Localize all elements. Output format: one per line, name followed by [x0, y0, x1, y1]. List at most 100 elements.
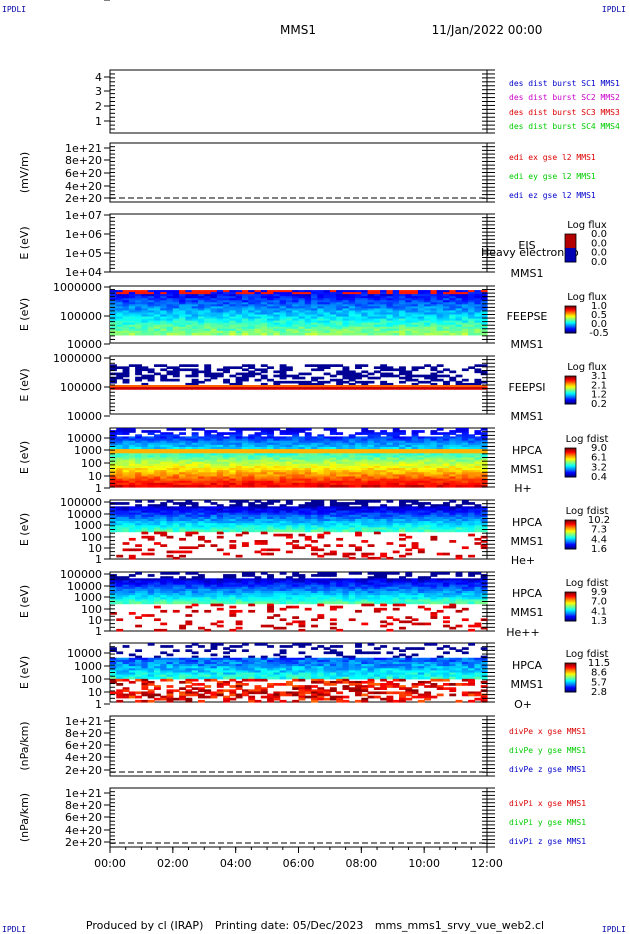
spectrogram-cell [342, 504, 350, 507]
spectrogram-cell [399, 525, 406, 528]
spectrogram-cell [204, 476, 212, 480]
spectrogram-cell [235, 482, 243, 486]
spectrogram-cell [443, 474, 450, 478]
spectrogram-cell [160, 316, 168, 320]
spectrogram-cell [373, 442, 381, 446]
spectrogram-cell [399, 468, 406, 471]
spectrogram-cell [336, 302, 344, 305]
spectrogram-cell [160, 438, 168, 442]
panel-label: MMS1 [511, 410, 544, 423]
spectrogram-cell [153, 385, 161, 388]
spectrogram-cell [292, 478, 300, 482]
spectrogram-cell [399, 292, 406, 295]
spectrogram-cell [424, 521, 432, 524]
spectrogram-cell [373, 376, 381, 380]
spectrogram-cell [336, 468, 344, 471]
spectrogram-cell [436, 304, 444, 307]
spectrogram-cell [191, 428, 199, 431]
spectrogram-cell [179, 525, 186, 528]
spectrogram-cell [147, 504, 155, 507]
colorbar-segment [565, 395, 576, 398]
spectrogram-cell [461, 332, 469, 336]
spectrogram-cell [342, 438, 350, 442]
spectrogram-cell [147, 537, 155, 541]
spectrogram-cell [185, 364, 193, 367]
spectrogram-cell [122, 368, 130, 372]
spectrogram-cell [392, 312, 400, 316]
spectrogram-cell [323, 324, 331, 328]
spectrogram-cell [279, 533, 287, 537]
spectrogram-cell [361, 432, 369, 435]
spectrogram-cell [204, 470, 212, 473]
spectrogram-cell [311, 474, 318, 478]
spectrogram-cell [248, 312, 256, 316]
spectrogram-cell [361, 364, 369, 367]
spectrogram-cell [417, 461, 425, 465]
spectrogram-cell [267, 330, 274, 334]
spectrogram-cell [122, 586, 130, 590]
spectrogram-cell [172, 296, 180, 299]
spectrogram-cell [210, 444, 218, 448]
spectrogram-cell [153, 446, 161, 450]
spectrogram-cell [361, 312, 369, 316]
spectrogram-cell [116, 461, 124, 465]
spectrogram-cell [141, 506, 149, 510]
spectrogram-cell [223, 461, 230, 465]
spectrogram-cell [153, 302, 161, 305]
spectrogram-cell [166, 535, 174, 539]
spectrogram-cell [235, 322, 243, 326]
spectrogram-cell [329, 470, 337, 473]
spectrogram-cell [380, 453, 388, 456]
spectrogram-cell [443, 504, 450, 507]
spectrogram-cell [461, 512, 469, 516]
spectrogram-cell [166, 597, 174, 600]
spectrogram-cell [380, 552, 388, 556]
spectrogram-cell [191, 374, 199, 378]
spectrogram-cell [417, 518, 425, 522]
spectrogram-cell [273, 449, 281, 452]
spectrogram-cell [329, 478, 337, 482]
spectrogram-cell [197, 535, 205, 539]
spectrogram-cell [279, 370, 287, 374]
spectrogram-cell [304, 480, 312, 484]
spectrogram-cell [355, 472, 362, 475]
spectrogram-cell [480, 527, 488, 531]
spectrogram-cell [185, 470, 193, 473]
spectrogram-cell [468, 468, 476, 471]
spectrogram-cell [285, 506, 293, 510]
spectrogram-cell [160, 434, 168, 438]
spectrogram-cell [185, 442, 193, 446]
spectrogram-cell [367, 318, 375, 322]
spectrogram-cell [254, 510, 262, 514]
spectrogram-cell [210, 484, 218, 488]
spectrogram-cell [436, 292, 444, 295]
spectrogram-cell [355, 326, 362, 330]
spectrogram-cell [110, 310, 117, 314]
spectrogram-cell [122, 300, 130, 303]
spectrogram-cell [141, 599, 149, 603]
spectrogram-cell [147, 523, 155, 526]
spectrogram-cell [191, 444, 199, 448]
spectrogram-cell [399, 290, 406, 293]
spectrogram-cell [185, 446, 193, 450]
spectrogram-cell [455, 387, 463, 390]
spectrogram-cell [474, 451, 482, 454]
spectrogram-cell [197, 316, 205, 320]
spectrogram-cell [298, 504, 306, 507]
spectrogram-cell [241, 506, 249, 510]
spectrogram-cell [122, 324, 130, 328]
spectrogram-cell [166, 449, 174, 452]
spectrogram-cell [474, 470, 482, 473]
colorbar-tick-label: 0.5 [591, 310, 607, 321]
spectrogram-cell [405, 296, 413, 299]
spectrogram-cell [417, 374, 425, 378]
spectrogram-cell [342, 374, 350, 378]
spectrogram-cell [411, 290, 419, 293]
spectrogram-cell [317, 442, 325, 446]
spectrogram-cell [304, 296, 312, 299]
spectrogram-cell [216, 474, 224, 478]
spectrogram-cell [141, 444, 149, 448]
spectrogram-cell [179, 432, 186, 435]
spectrogram-cell [411, 529, 419, 533]
spectrogram-cell [279, 294, 287, 297]
